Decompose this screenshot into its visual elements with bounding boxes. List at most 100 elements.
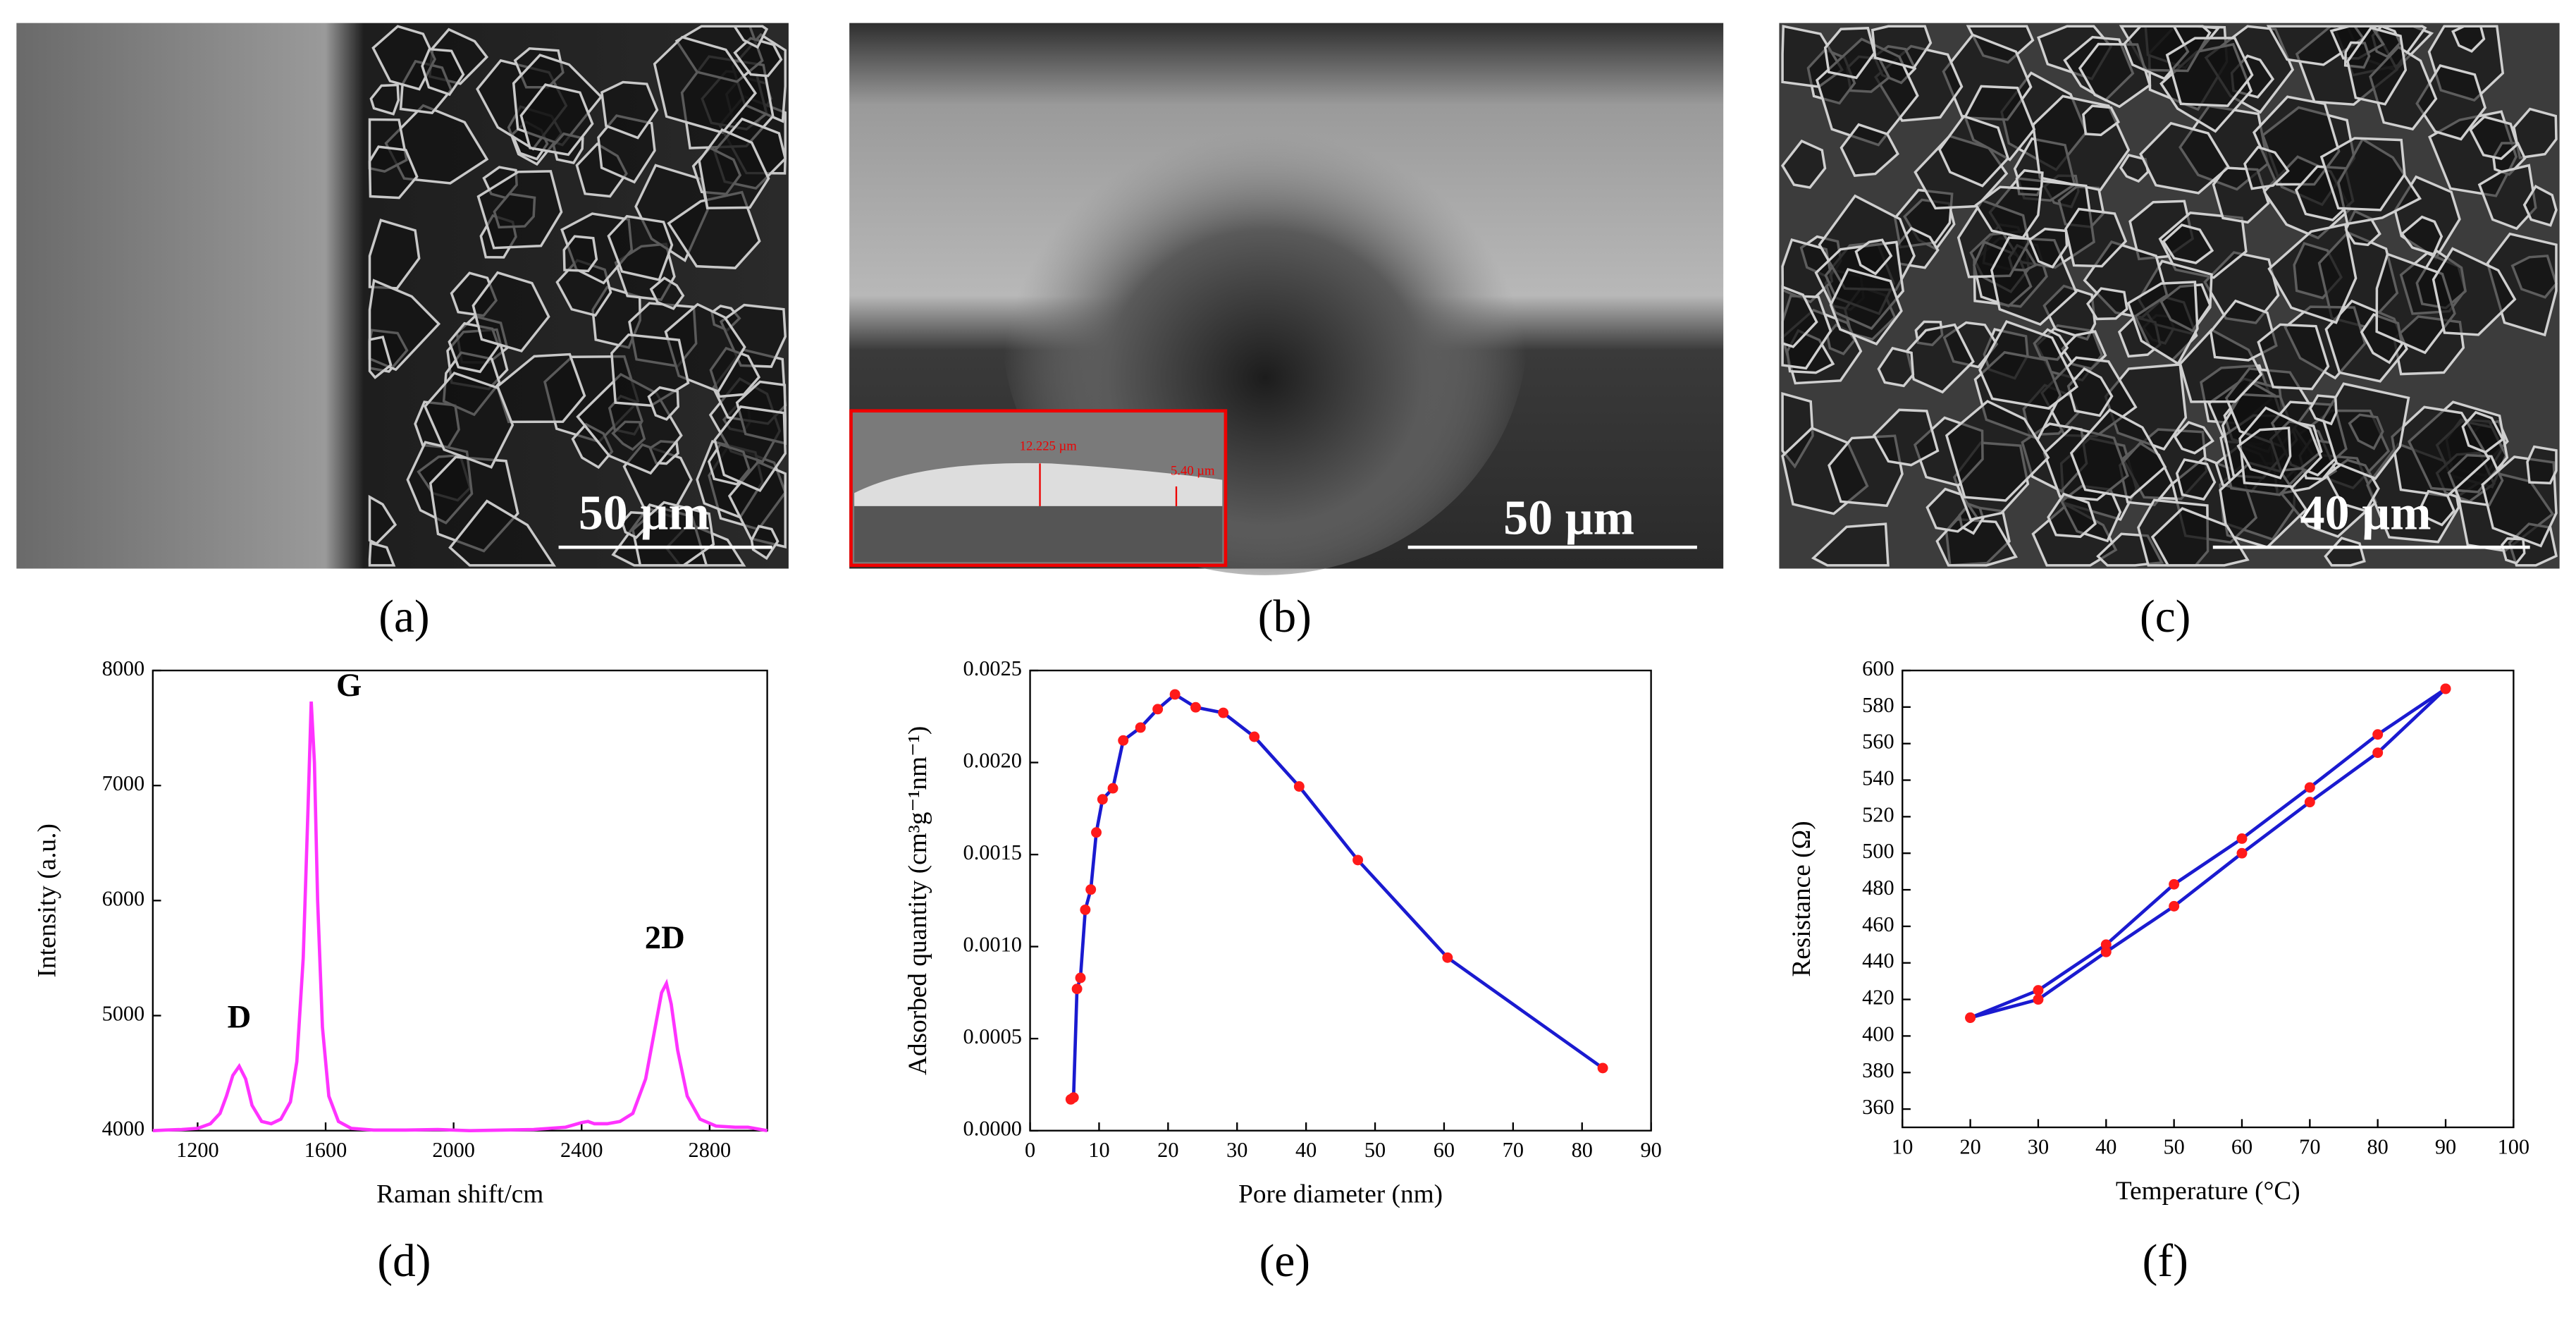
data-point [1293,781,1305,792]
data-line [1070,692,1604,1101]
data-point [1118,735,1129,746]
sem-cell [2162,223,2214,264]
data-point [2304,782,2315,793]
data-point [2033,985,2044,996]
sem-cell [2086,287,2128,321]
sem-image-c: 40 µm [1779,23,2560,569]
data-point [1085,884,1097,895]
sem-cell [371,25,437,91]
data-point [1190,702,1201,713]
x-tick-label: 60 [2231,1134,2253,1158]
sem-cell [2522,185,2558,227]
sem-cell [2173,421,2215,455]
y-tick-label: 7000 [102,771,145,795]
sem-cell [369,83,400,116]
data-point [1135,722,1146,733]
panel-label: (b) [1258,592,1312,642]
y-axis-label: Adsorbed quantity (cm³g⁻¹nm⁻¹) [904,726,932,1075]
data-point [1075,972,1086,984]
sem-cell [2082,104,2121,137]
panel-label: (d) [377,1236,431,1287]
data-point [1249,731,1260,742]
sem-cell [732,25,769,49]
sem-cell [476,170,563,250]
sem-cell [2526,445,2558,485]
data-point [2169,878,2180,890]
x-tick-label: 40 [2095,1134,2116,1158]
data-point [1071,984,1083,995]
chart: 1200 1600 2000 2400 2800 4000 5000 6000 7000 8000… [33,656,768,1287]
sem-cell [519,83,594,157]
panel-label: (f) [2143,1236,2188,1287]
sem-cell [2126,281,2199,366]
data-point [1152,704,1164,715]
y-tick-label: 560 [1862,730,1894,754]
sem-cell [368,145,419,200]
x-axis-label: Pore diameter (nm) [1238,1180,1443,1208]
sem-cell [1780,139,1827,189]
sem-cell [2461,410,2505,454]
peak-annotation: D [228,999,252,1036]
x-tick-label: 30 [1226,1138,1247,1162]
y-tick-label: 0.0010 [963,933,1022,957]
data-point [1080,904,1091,915]
x-tick-label: 10 [1892,1134,1913,1158]
x-tick-label: 100 [2498,1134,2529,1158]
chart: 0 10 20 30 40 50 60 70 80 90 0.0000 0.0005 0.0010 0.0… [904,656,1662,1287]
sem-cell [750,525,779,561]
data-point [1965,1012,1976,1023]
sem-cell [1974,185,2042,240]
sem-cell [368,219,421,290]
data-point [1097,794,1108,805]
sem-cell [649,276,685,310]
x-tick-label: 40 [1295,1138,1317,1162]
data-point [1218,707,1229,718]
panel-label: (e) [1259,1236,1310,1287]
data-point [2372,747,2384,759]
data-point [2033,994,2044,1005]
x-tick-label: 2400 [560,1138,603,1162]
sem-cell [2420,489,2456,527]
sem-cell [713,405,787,492]
sem-cell [2139,121,2231,195]
data-point [1597,1062,1608,1074]
y-tick-label: 440 [1862,949,1894,973]
sem-cell [1978,320,2079,410]
x-axis-label: Temperature (°C) [2116,1177,2300,1206]
sem-cell [1823,27,1876,80]
x-tick-label: 0 [1025,1138,1035,1162]
sem-cell [2451,25,2486,53]
x-tick-label: 80 [2367,1134,2389,1158]
sem-cell [2309,394,2338,426]
sem-cell [2236,427,2292,479]
sem-cell [1937,114,2010,188]
sem-cell [562,235,598,273]
y-tick-label: 480 [1862,876,1894,900]
sem-cell [2432,247,2517,336]
y-tick-label: 500 [1862,839,1894,863]
scale-bar-label: 50 µm [1503,491,1634,545]
x-tick-label: 70 [2299,1134,2320,1158]
sem-cell [600,80,659,140]
y-axis-label: Intensity (a.u.) [33,823,62,977]
sem-cell [1811,522,1890,567]
data-point [2236,833,2248,844]
sem-cell [1839,123,1899,178]
y-tick-label: 460 [1862,912,1894,936]
y-tick-label: 0.0015 [963,840,1022,864]
sem-cell [1877,346,1915,388]
sem-cell [2165,37,2254,107]
sem-cell [2324,537,2366,567]
sem-cell [2257,323,2330,391]
sem-cell [2319,137,2406,212]
x-tick-label: 20 [1157,1138,1178,1162]
data-point [1068,1092,1079,1103]
sem-cell [1781,285,1818,348]
sem-cell [620,510,648,539]
data-point [2440,683,2451,694]
data-point [2304,797,2315,808]
sem-cell [2469,115,2519,161]
x-tick-label: 1200 [176,1138,219,1162]
y-tick-label: 0.0000 [963,1117,1022,1141]
